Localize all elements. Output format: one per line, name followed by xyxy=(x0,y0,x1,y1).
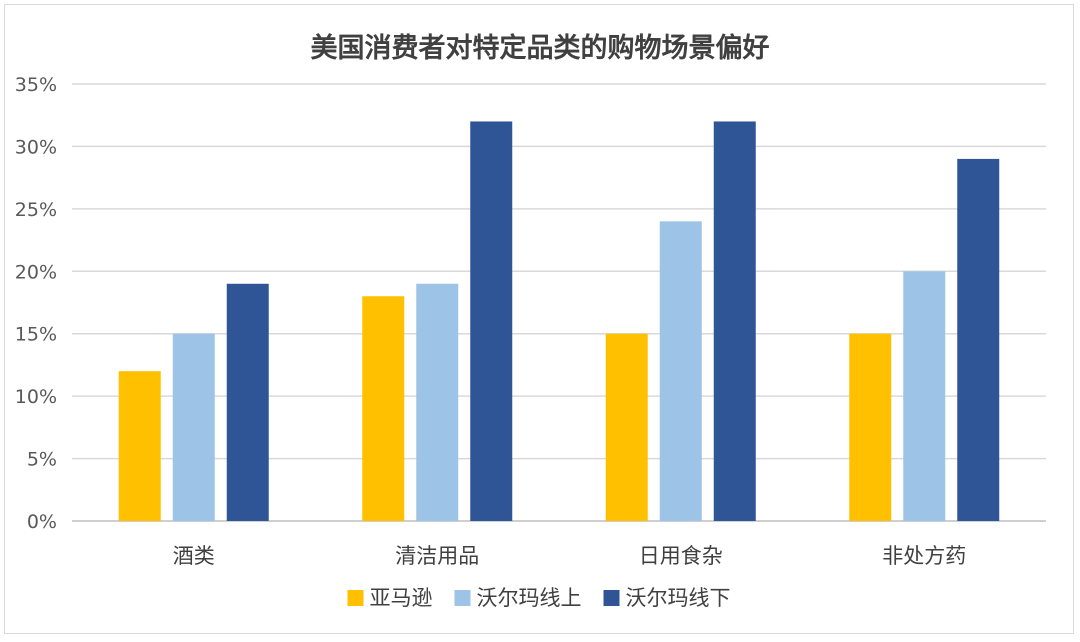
legend-swatch xyxy=(454,590,471,606)
y-tick-label: 25% xyxy=(15,199,57,221)
chart-title: 美国消费者对特定品类的购物场景偏好 xyxy=(310,33,770,64)
legend-label: 沃尔玛线下 xyxy=(626,586,731,610)
x-category-label: 酒类 xyxy=(173,544,215,568)
y-tick-label: 30% xyxy=(15,136,57,158)
bar xyxy=(118,371,161,521)
x-category-label: 清洁用品 xyxy=(395,544,479,568)
bar xyxy=(903,271,946,521)
legend-label: 亚马逊 xyxy=(370,586,433,610)
bar xyxy=(957,158,1000,521)
legend-swatch xyxy=(347,590,364,606)
bar xyxy=(605,333,648,521)
bar xyxy=(470,121,513,521)
x-category-label: 非处方药 xyxy=(882,544,966,568)
bar xyxy=(416,283,459,521)
y-tick-label: 35% xyxy=(15,74,57,96)
y-tick-label: 20% xyxy=(15,261,57,283)
bar xyxy=(849,333,892,521)
bar xyxy=(362,296,405,521)
legend-swatch xyxy=(603,590,620,606)
legend-label: 沃尔玛线上 xyxy=(477,586,582,610)
x-category-label: 日用食杂 xyxy=(639,544,723,568)
bar xyxy=(172,333,215,521)
y-tick-label: 0% xyxy=(27,511,57,533)
y-tick-label: 5% xyxy=(27,449,57,471)
y-tick-label: 15% xyxy=(15,324,57,346)
bar xyxy=(659,221,702,522)
bar xyxy=(226,283,269,521)
chart-frame xyxy=(4,4,1074,634)
bar xyxy=(713,121,756,521)
y-tick-label: 10% xyxy=(15,386,57,408)
